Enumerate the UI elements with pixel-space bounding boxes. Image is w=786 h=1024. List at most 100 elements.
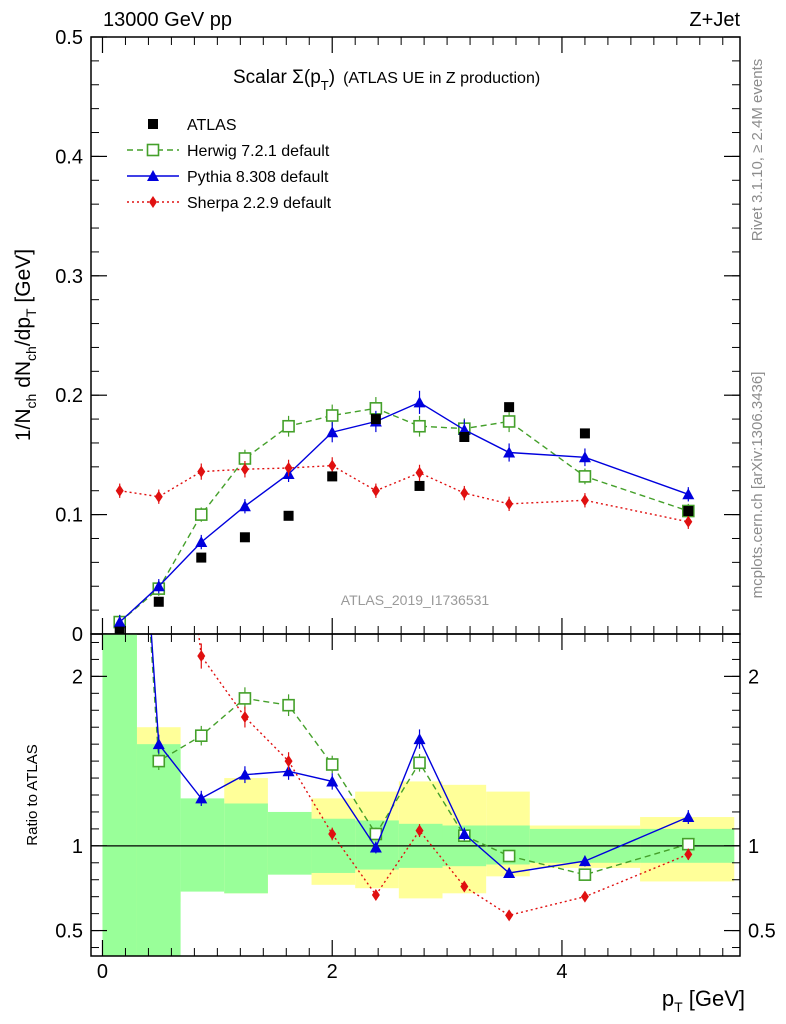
sherpa-marker (240, 463, 249, 476)
pythia-marker (238, 768, 251, 780)
atlas-point (148, 119, 158, 129)
xtick-label: 0 (97, 961, 108, 983)
pythia-marker (413, 733, 426, 745)
sherpa-marker (328, 459, 337, 472)
herwig-marker (152, 754, 166, 768)
atlas-point (683, 506, 694, 517)
ratio-sherpa-line (197, 634, 689, 917)
atlas-point (370, 414, 381, 425)
ratio-ytick-label-right: 1 (748, 836, 759, 858)
main-ytick-label: 0.4 (55, 146, 83, 168)
xtick-label: 2 (327, 961, 338, 983)
main-pythia-line (119, 401, 689, 623)
rivet-version-label: Rivet 3.1.10, ≥ 2.4M events (749, 59, 766, 242)
herwig-marker (502, 415, 516, 428)
pythia-marker (413, 396, 426, 408)
pythia-marker (195, 792, 208, 804)
atlas-point (114, 626, 125, 634)
pythia-marker (326, 426, 339, 438)
herwig-marker (413, 756, 426, 770)
main-ytick-label: 0.5 (55, 27, 83, 49)
herwig-marker (238, 692, 252, 705)
pythia-marker (503, 866, 516, 878)
atlas-point (239, 532, 250, 543)
ratio-herwig-line (149, 634, 689, 876)
ratio-pythia-line (150, 634, 689, 874)
pythia-marker (114, 162, 126, 173)
ratio-ytick-label: 1 (72, 836, 83, 858)
sherpa-marker (580, 890, 589, 903)
main-title: Scalar Σ(pT) (ATLAS UE in Z production) (233, 67, 540, 93)
herwig-marker (194, 729, 208, 742)
ratio-ytick-label: 2 (72, 666, 83, 688)
sherpa-marker (240, 711, 249, 724)
ratio-ytick-label: 0.5 (55, 921, 83, 943)
legend-sherpa-label: Sherpa 2.2.9 default (187, 195, 332, 212)
main-ytick-label: 0.1 (55, 505, 83, 527)
atlas-point (196, 552, 207, 563)
herwig-marker (282, 698, 295, 712)
collision-label: 13000 GeV pp (103, 9, 232, 31)
sherpa-marker (371, 484, 380, 497)
legend: ATLAS Herwig 7.2.1 default Pythia 8.308 de… (127, 117, 332, 212)
sherpa-marker (154, 490, 163, 503)
main-ytick-label: 0 (72, 624, 83, 646)
herwig-marker (114, 162, 125, 173)
herwig-marker (578, 470, 592, 483)
sherpa-marker (155, 298, 163, 310)
herwig-marker (578, 868, 592, 881)
sherpa-marker (460, 487, 469, 500)
pythia-marker (152, 738, 165, 750)
ratio-band-inner (136, 744, 181, 956)
sherpa-marker (505, 909, 514, 922)
pythia-marker (578, 451, 591, 463)
pythia-marker (326, 775, 339, 787)
herwig-marker (502, 849, 516, 863)
sherpa-marker (197, 465, 206, 478)
pythia-marker (238, 500, 251, 512)
main-ytick-label: 0.2 (55, 385, 83, 407)
herwig-marker (325, 758, 339, 771)
pythia-marker (147, 170, 159, 181)
atlas-point (459, 431, 470, 442)
sherpa-marker (684, 848, 693, 861)
sherpa-marker (149, 196, 157, 208)
legend-herwig-label: Herwig 7.2.1 default (187, 143, 330, 160)
sherpa-marker (415, 824, 424, 837)
pythia-marker (369, 841, 382, 853)
x-axis-label: pT [GeV] (662, 986, 745, 1015)
ratio-band-inner (180, 798, 225, 892)
pythia-marker (682, 488, 695, 500)
pythia-marker (503, 446, 516, 458)
ratio-panel: 0.5 0.5 1 1 2 2 0 2 4 Ratio to ATLAS pT [GeV] (24, 162, 776, 1015)
sherpa-marker (415, 466, 424, 479)
main-ytick-label: 0.3 (55, 266, 83, 288)
pythia-marker (282, 765, 295, 777)
sherpa-marker (328, 827, 337, 840)
herwig-marker (413, 419, 426, 433)
xtick-label: 4 (556, 961, 567, 983)
herwig-marker (282, 419, 295, 433)
atlas-point (283, 510, 294, 521)
pythia-marker (113, 616, 126, 628)
herwig-marker (194, 508, 208, 521)
ratio-ylabel: Ratio to ATLAS (24, 744, 41, 845)
pythia-marker (195, 536, 208, 548)
pythia-marker (458, 827, 471, 839)
sherpa-marker (284, 755, 293, 768)
ratio-band-inner (224, 803, 268, 894)
ratio-ytick-label-right: 2 (748, 666, 759, 688)
atlas-point (504, 402, 515, 413)
atlas-point (414, 480, 425, 491)
main-panel: 0 0.1 0.2 0.3 0.4 0.5 Scalar Σ(pT) (ATLAS UE i… (12, 27, 741, 646)
herwig-marker (146, 143, 160, 157)
legend-atlas-label: ATLAS (187, 117, 237, 134)
process-label: Z+Jet (689, 9, 740, 31)
pythia-marker (578, 855, 591, 867)
atlas-point (153, 596, 164, 607)
herwig-marker (682, 837, 695, 851)
pythia-marker (682, 811, 695, 823)
main-sherpa-line (119, 464, 689, 523)
sherpa-marker (197, 650, 206, 663)
sherpa-marker (284, 462, 293, 475)
